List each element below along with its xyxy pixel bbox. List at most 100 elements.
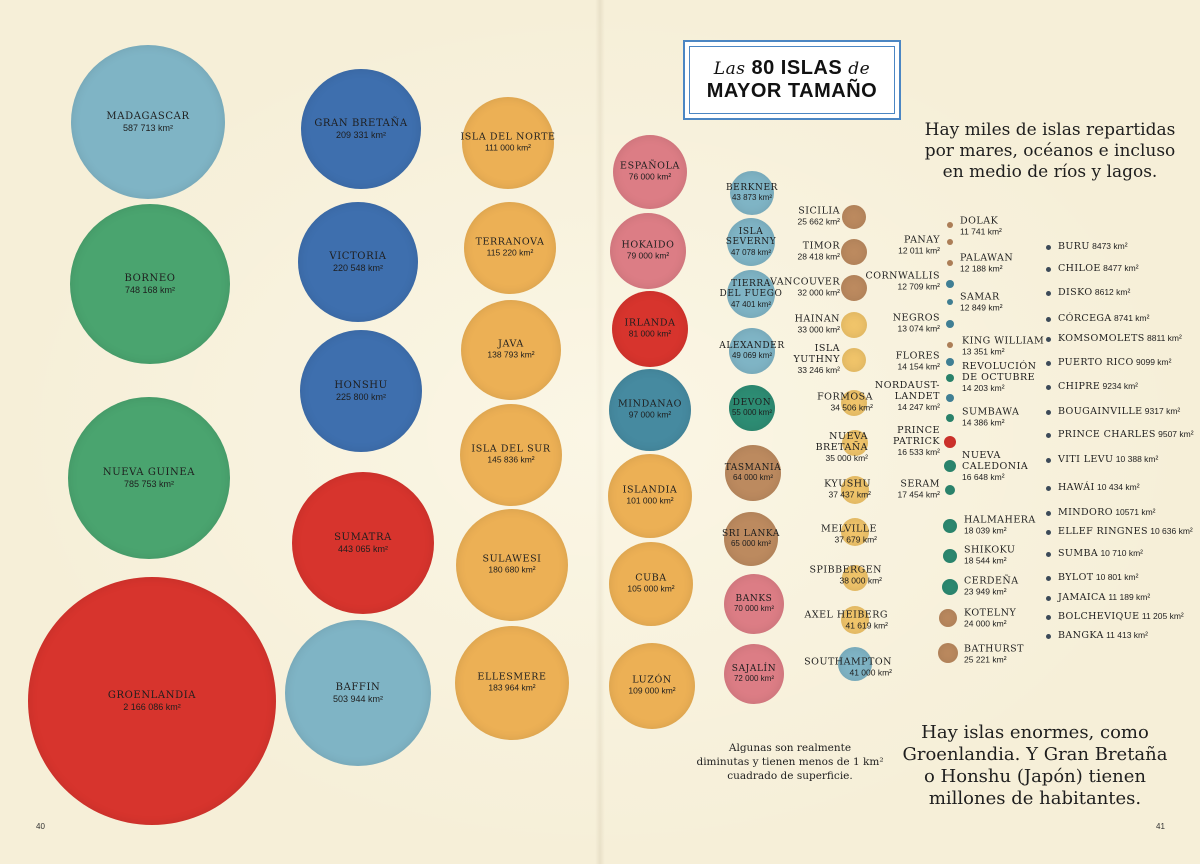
island-label-king-william: KING WILLIAM 13 351 km² xyxy=(962,336,1044,358)
island-name: KOTELNY xyxy=(964,607,1017,619)
island-area: 11 205 km² xyxy=(1139,611,1184,621)
island-name: ISLA xyxy=(814,343,840,355)
island-label-palawan: PALAWAN 12 188 km² xyxy=(960,253,1013,275)
island-label-vancouver: VANCOUVER 32 000 km² xyxy=(770,277,840,299)
island-name: SHIKOKU xyxy=(964,544,1016,556)
island-area: 41 619 km² xyxy=(845,620,888,631)
island-circle-seram xyxy=(945,485,955,495)
island-label-hokaido: HOKAIDO 79 000 km² xyxy=(621,240,674,262)
island-dot-corcega xyxy=(1046,317,1051,322)
island-circle-axel-heiberg xyxy=(841,606,869,634)
island-name: SRI LANKA xyxy=(722,529,780,540)
island-area: 10 636 km² xyxy=(1147,526,1193,536)
island-name: SOUTHAMPTON xyxy=(804,656,892,668)
island-name: NUEVA xyxy=(829,431,868,443)
island-area: 12 011 km² xyxy=(898,245,940,256)
island-label-mindanao: MINDANAO 97 000 km² xyxy=(618,399,682,421)
island-dot-disko xyxy=(1046,291,1051,296)
island-name: TERRANOVA xyxy=(475,236,545,248)
island-label-formosa: FORMOSA 34 506 km² xyxy=(817,392,873,414)
island-name: TIMOR xyxy=(802,240,840,252)
island-circle-sri-lanka xyxy=(724,512,778,566)
island-circle-dolak xyxy=(947,222,953,228)
island-label-bolchevique: BOLCHEVIQUE 11 205 km² xyxy=(1058,611,1184,623)
island-name: JAVA xyxy=(498,338,524,350)
island-name: LUZÓN xyxy=(632,674,672,686)
island-circle-nueva-guinea xyxy=(68,397,230,559)
island-circle-tierra-del-fuego xyxy=(727,270,775,318)
island-area: 18 544 km² xyxy=(964,555,1007,566)
title-80-islas: 80 ISLAS xyxy=(751,57,843,79)
island-area: 38 000 km² xyxy=(839,575,882,586)
island-area: 8473 km² xyxy=(1089,241,1128,251)
island-area: 55 000 km² xyxy=(731,408,773,418)
island-label-isla-severny: ISLA SEVERNY 47 078 km² xyxy=(726,227,777,257)
island-area: 28 418 km² xyxy=(797,251,840,262)
outro-paragraph: Hay islas enormes, como Groenlandia. Y G… xyxy=(890,722,1180,810)
island-area: 8741 km² xyxy=(1111,313,1150,323)
island-circle-cerdena xyxy=(942,579,958,595)
island-area: 785 753 km² xyxy=(123,478,175,489)
island-label-shikoku: SHIKOKU 18 544 km² xyxy=(964,544,1016,567)
island-circle-gran-bretana xyxy=(301,69,421,189)
island-name: LANDET xyxy=(894,391,940,403)
outro-line: millones de habitantes. xyxy=(928,788,1142,809)
island-circle-sulawesi xyxy=(456,509,568,621)
island-circle-java xyxy=(461,300,561,400)
island-area: 101 000 km² xyxy=(626,495,674,506)
island-label-negros: NEGROS 13 074 km² xyxy=(893,313,940,335)
island-area: 97 000 km² xyxy=(628,409,672,420)
island-dot-hawai xyxy=(1046,486,1051,491)
island-name: BRETAÑA xyxy=(815,442,868,454)
island-label-prince-charles: PRINCE CHARLES 9507 km² xyxy=(1058,429,1194,441)
outro-line: Groenlandia. Y Gran Bretaña xyxy=(902,744,1168,765)
island-name: PRINCE xyxy=(897,425,940,437)
island-name: CALEDONIA xyxy=(962,461,1029,473)
island-area: 105 000 km² xyxy=(627,583,675,594)
island-name: TIERRA xyxy=(731,279,771,290)
title-las: Las xyxy=(713,59,746,79)
island-name: NUEVA GUINEA xyxy=(102,467,196,479)
island-circle-islandia xyxy=(608,454,692,538)
island-name: BYLOT xyxy=(1058,572,1094,583)
island-name: HONSHU xyxy=(334,380,388,392)
island-circle-isla-del-norte xyxy=(462,97,554,189)
island-circle-madagascar xyxy=(71,45,225,199)
island-label-madagascar: MADAGASCAR 587 713 km² xyxy=(106,111,189,133)
island-label-hainan: HAINAN 33 000 km² xyxy=(794,313,840,336)
island-label-buru: BURU 8473 km² xyxy=(1058,241,1128,253)
island-circle-isla-del-sur xyxy=(460,404,562,506)
island-label-tasmania: TASMANIA 64 000 km² xyxy=(725,463,782,483)
island-label-bathurst: BATHURST 25 221 km² xyxy=(964,644,1024,666)
island-area: 220 548 km² xyxy=(332,262,384,273)
island-circle-terranova xyxy=(464,202,556,294)
island-label-prince-patrick: PRINCE PATRICK 16 533 km² xyxy=(893,425,940,458)
island-circle-mindanao xyxy=(609,369,691,451)
island-label-sajalin: SAJALÍN 72 000 km² xyxy=(732,664,776,684)
island-dot-viti-levu xyxy=(1046,458,1051,463)
island-circle-halmahera xyxy=(943,519,957,533)
island-label-dolak: DOLAK 11 741 km² xyxy=(960,216,1002,238)
island-label-mindoro: MINDORO 10571 km² xyxy=(1058,507,1155,519)
island-circle-panay xyxy=(947,239,953,245)
island-circle-cuba xyxy=(609,542,693,626)
island-area: 9507 km² xyxy=(1155,429,1194,439)
island-circle-alexander xyxy=(729,328,775,374)
island-dot-bangka xyxy=(1046,634,1051,639)
island-circle-hokaido xyxy=(610,213,686,289)
island-area: 41 000 km² xyxy=(849,667,892,678)
island-label-bylot: BYLOT 10 801 km² xyxy=(1058,572,1138,584)
island-area: 17 454 km² xyxy=(897,489,940,500)
island-name: SUMBA xyxy=(1058,548,1099,559)
island-label-cuba: CUBA 105 000 km² xyxy=(627,573,675,595)
island-name: BORNEO xyxy=(124,273,176,285)
island-label-borneo: BORNEO 748 168 km² xyxy=(124,273,175,295)
island-area: 12 709 km² xyxy=(897,281,940,292)
island-circle-irlanda xyxy=(612,291,688,367)
island-label-viti-levu: VITI LEVU 10 388 km² xyxy=(1058,454,1158,466)
island-label-spibbergen: SPIBBERGEN 38 000 km² xyxy=(809,565,882,587)
title-line-1: Las 80 ISLAS de xyxy=(714,57,870,80)
island-name: HAINAN xyxy=(794,313,840,325)
island-circle-spibbergen xyxy=(842,565,868,591)
island-area: 9099 km² xyxy=(1133,357,1172,367)
